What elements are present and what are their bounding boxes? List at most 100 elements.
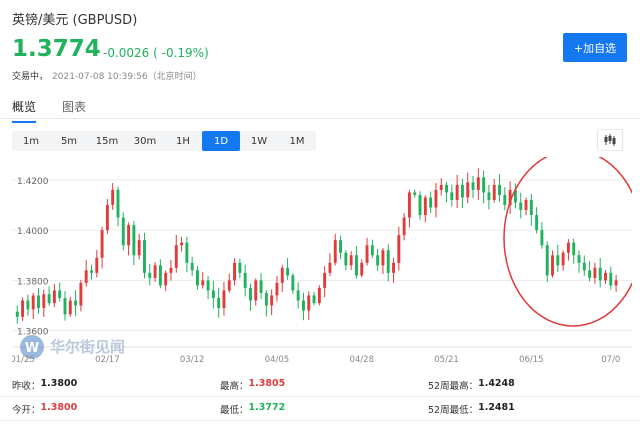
candle-body [280,267,284,283]
stat-low: 最低： 1.3772 [220,402,285,416]
x-tick-label: 01/25 [12,355,35,365]
candle-body [15,311,19,317]
stat-label: 昨收： [12,380,41,392]
candle-body [312,295,316,304]
candle-body [503,194,507,205]
candle-body [604,272,607,281]
add-watchlist-button[interactable]: +加自选 [563,33,627,62]
candle-body [339,240,343,253]
stats-table: 昨收： 1.3800 最高： 1.3805 52周最高： 1.4248 今开： 1.38… [0,373,640,421]
candle-body [222,290,226,309]
candle-body [360,262,364,276]
candle-body [429,197,433,208]
candle-body [270,295,274,306]
candle-body [354,255,358,276]
candle-body [455,184,459,200]
candle-body [153,265,157,278]
chart-type-button[interactable] [597,129,623,151]
stat-value: 1.2481 [478,401,515,413]
timestamp: 2021-07-08 10:39:56（北京时间） [52,72,202,82]
period-1mo[interactable]: 1M [289,135,305,147]
candle-body [233,262,237,281]
candle-body [58,290,62,298]
stat-open: 今开： 1.3800 [12,402,77,416]
view-tabs: 概览 图表 [12,98,86,123]
period-30m[interactable]: 30m [133,135,157,147]
x-tick-label: 06/15 [519,355,544,365]
candlestick-icon [604,134,616,146]
candle-body [535,215,539,231]
period-selector: 1m 5m 15m 30m 1H 1D 1W 1M [12,131,316,151]
candle-body [286,267,290,276]
candle-body [42,294,46,309]
x-tick-label: 04/28 [349,355,374,365]
candle-body [540,230,544,246]
candle-body [323,272,327,288]
tabs-divider [0,118,640,119]
period-15m[interactable]: 15m [95,135,119,147]
candle-body [445,184,448,193]
period-1m[interactable]: 1m [22,135,40,147]
y-tick-label: 1.4200 [17,177,49,187]
stat-value: 1.3805 [248,377,286,389]
candle-body [392,262,395,273]
candle-body [307,295,311,311]
watermark-text: 华尔街见闻 [50,338,125,356]
candle-body [105,204,109,231]
candle-body [259,280,263,293]
candle-body [476,177,480,190]
y-tick-label: 1.3600 [17,328,49,338]
trading-status: 交易中， 2021-07-08 10:39:56（北京时间） [12,69,202,82]
period-1h[interactable]: 1H [176,135,190,147]
candle-body [317,287,321,304]
candle-body [598,267,602,281]
price-chart[interactable]: W 华尔街见闻 1.4200 1.4000 1.3800 1.3600 01/25 02/17… [12,157,632,368]
candle-body [498,184,501,195]
candle-body [365,245,369,263]
tab-chart[interactable]: 图表 [62,100,87,114]
candle-body [31,295,35,310]
period-1w[interactable]: 1W [250,135,268,147]
candle-body [275,282,279,296]
candle-body [100,230,104,258]
stats-row-1: 昨收： 1.3800 最高： 1.3805 52周最高： 1.4248 [0,373,640,397]
candle-body [333,240,337,263]
candle-body [423,197,427,216]
stat-label: 今开： [12,404,41,416]
x-tick-label: 04/05 [265,355,290,365]
y-tick-label: 1.3800 [17,277,49,287]
candle-body [545,245,549,276]
candle-body [190,262,194,271]
candle-body [524,199,528,211]
instrument-title: 英镑/美元 (GBPUSD) [12,13,138,28]
stat-label: 最低： [220,404,249,416]
candle-body [450,192,454,200]
candle-body [418,194,422,216]
candle-body [127,225,131,246]
candle-body [90,270,93,273]
candle-body [301,300,305,311]
candle-body [460,184,464,198]
candle-body [217,297,221,309]
candle-body [397,235,401,263]
tab-overview[interactable]: 概览 [12,98,37,123]
candlestick-chart: W 华尔街见闻 1.4200 1.4000 1.3800 1.3600 01/25 02/17… [12,157,632,365]
candle-body [116,189,120,218]
x-tick-label: 03/12 [180,355,205,365]
candle-body [508,189,512,205]
candle-body [238,262,242,273]
candle-body [381,250,385,266]
candle-body [296,290,300,301]
period-5m[interactable]: 5m [60,135,78,147]
watermark-logo: W [20,335,44,359]
current-price: 1.3774 [12,36,101,62]
stat-label: 52周最低： [428,404,479,416]
candle-body [26,300,30,310]
candle-body [482,177,486,193]
candle-body [185,242,189,263]
candle-body [513,189,517,203]
x-tick-label: 05/21 [434,355,459,365]
period-1d[interactable]: 1D [202,131,240,151]
annotation-ellipse [503,157,632,327]
candle-body [249,287,252,301]
